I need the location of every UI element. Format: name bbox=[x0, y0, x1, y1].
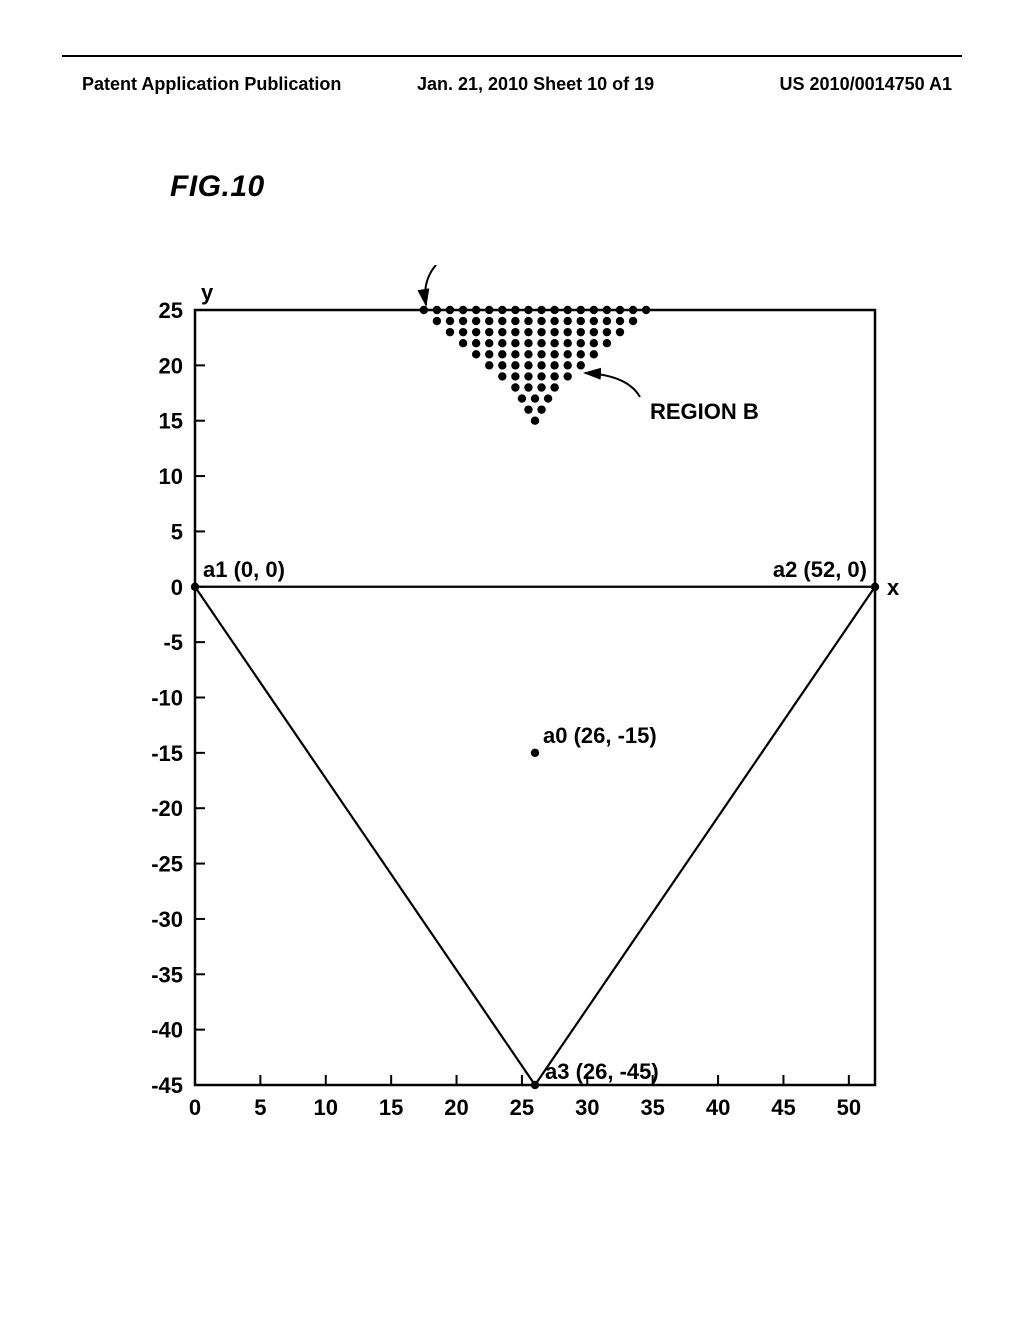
svg-text:20: 20 bbox=[159, 353, 183, 378]
figure-title: FIG.10 bbox=[170, 170, 265, 204]
svg-text:x: x bbox=[887, 575, 900, 600]
svg-text:5: 5 bbox=[171, 519, 183, 544]
svg-text:REGION B: REGION B bbox=[650, 399, 759, 424]
svg-text:-5: -5 bbox=[163, 630, 183, 655]
chart-svg: -45 -40 -35 -30 -25 -20 -15 -10 -5 0 5 10 15 20 25 0 5 10… bbox=[100, 265, 920, 1165]
svg-text:45: 45 bbox=[771, 1095, 795, 1120]
svg-text:25: 25 bbox=[510, 1095, 534, 1120]
chart: -45 -40 -35 -30 -25 -20 -15 -10 -5 0 5 10 15 20 25 0 5 10… bbox=[100, 265, 920, 1165]
header-left: Patent Application Publication bbox=[82, 74, 341, 95]
svg-text:50: 50 bbox=[837, 1095, 861, 1120]
svg-text:-20: -20 bbox=[151, 796, 183, 821]
header-right: US 2010/0014750 A1 bbox=[780, 74, 952, 95]
svg-text:5: 5 bbox=[254, 1095, 266, 1120]
svg-text:a1 (0, 0): a1 (0, 0) bbox=[203, 557, 285, 582]
svg-text:y: y bbox=[201, 280, 214, 305]
svg-text:-35: -35 bbox=[151, 962, 183, 987]
svg-text:40: 40 bbox=[706, 1095, 730, 1120]
svg-text:0: 0 bbox=[171, 575, 183, 600]
svg-text:-40: -40 bbox=[151, 1018, 183, 1043]
svg-text:a3 (26, -45): a3 (26, -45) bbox=[545, 1059, 659, 1084]
svg-text:a2 (52, 0): a2 (52, 0) bbox=[773, 557, 867, 582]
svg-text:0: 0 bbox=[189, 1095, 201, 1120]
svg-text:a0 (26, -15): a0 (26, -15) bbox=[543, 723, 657, 748]
svg-text:10: 10 bbox=[314, 1095, 338, 1120]
svg-text:15: 15 bbox=[159, 409, 183, 434]
svg-text:20: 20 bbox=[444, 1095, 468, 1120]
svg-text:-30: -30 bbox=[151, 907, 183, 932]
header-rule bbox=[62, 55, 962, 57]
svg-text:-10: -10 bbox=[151, 686, 183, 711]
svg-text:-25: -25 bbox=[151, 852, 183, 877]
svg-text:30: 30 bbox=[575, 1095, 599, 1120]
svg-text:-15: -15 bbox=[151, 741, 183, 766]
svg-text:10: 10 bbox=[159, 464, 183, 489]
svg-text:25: 25 bbox=[159, 298, 183, 323]
svg-text:15: 15 bbox=[379, 1095, 403, 1120]
header-middle: Jan. 21, 2010 Sheet 10 of 19 bbox=[417, 74, 654, 95]
svg-text:35: 35 bbox=[640, 1095, 664, 1120]
svg-text:-45: -45 bbox=[151, 1073, 183, 1098]
